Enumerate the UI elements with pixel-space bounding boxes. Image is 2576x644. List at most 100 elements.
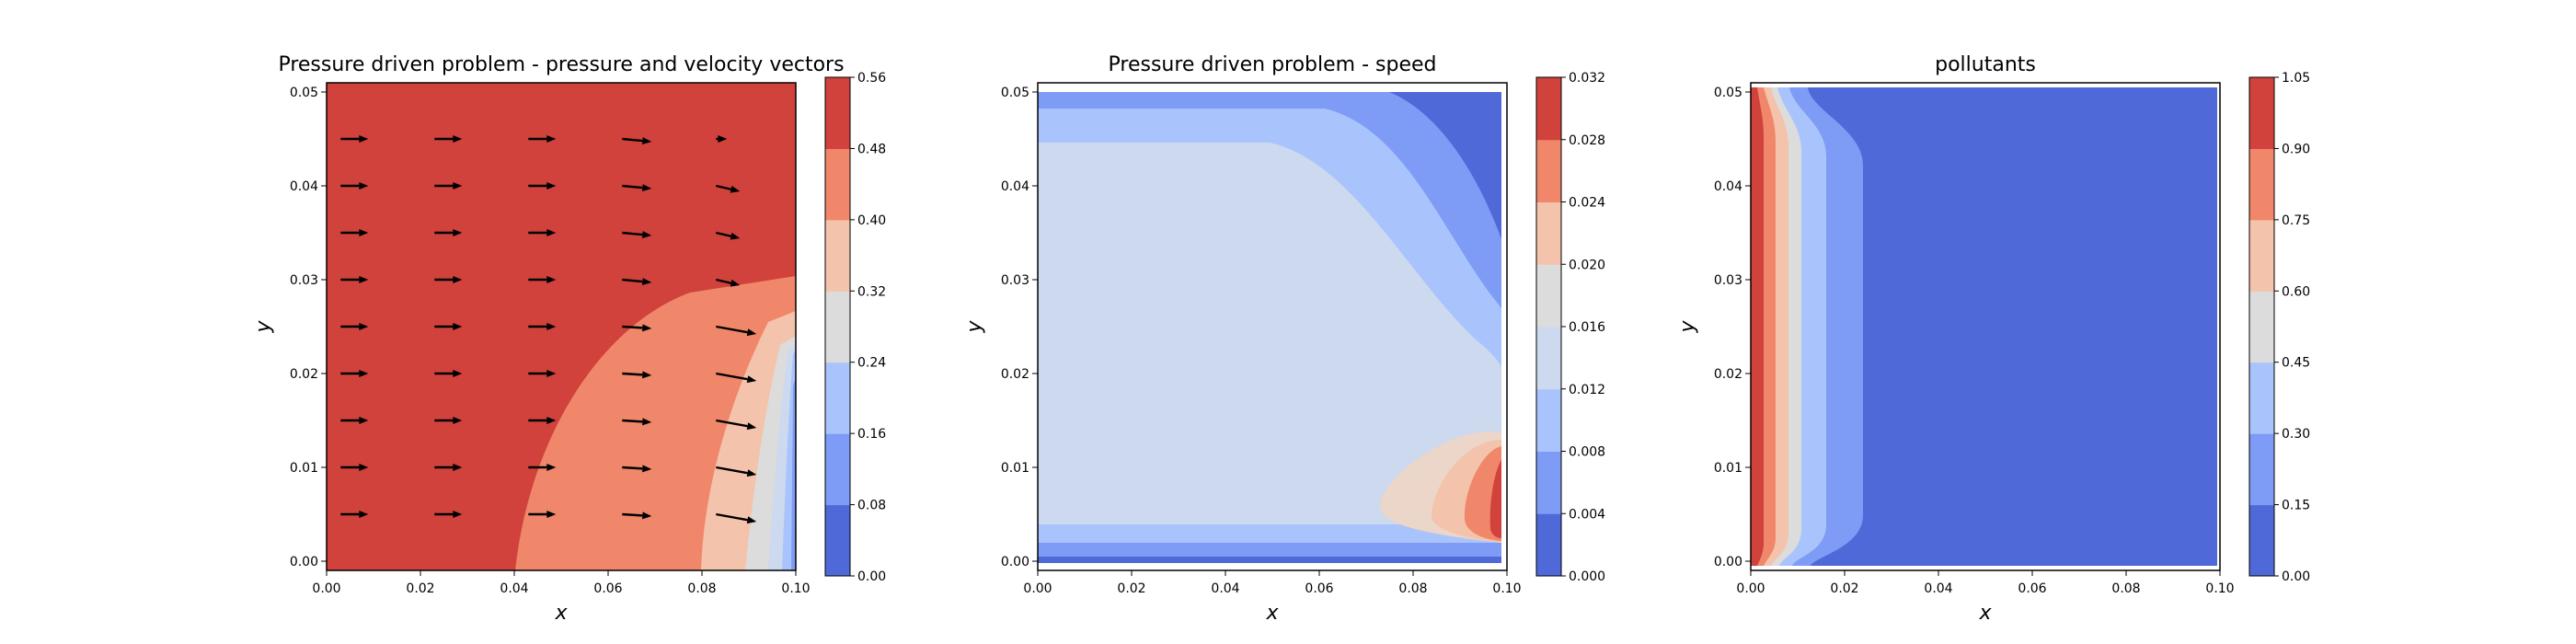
colorbar-tick-label: 0.45 [2282, 356, 2310, 371]
velocity-arrow-head [718, 135, 728, 143]
colorbar-band [2249, 291, 2274, 363]
velocity-arrow-shaft [716, 325, 748, 334]
colorbar-tick-label: 0.016 [1569, 320, 1605, 335]
colorbar-band [1536, 388, 1561, 452]
panel1-title: Pressure driven problem - pressure and v… [278, 53, 844, 76]
velocity-arrow-head [746, 469, 757, 477]
x-tick-label: 0.08 [687, 581, 716, 596]
x-tick-label: 0.02 [406, 581, 434, 596]
velocity-arrow-head [730, 232, 741, 240]
p2-region-b3 [1038, 143, 1501, 524]
panel3-xlabel: x [1978, 602, 1992, 625]
y-tick-label: 0.05 [1001, 86, 1029, 100]
colorbar-tick-label: 0.75 [2282, 213, 2310, 228]
velocity-arrow-head [730, 185, 741, 193]
p2-region-r4 [1489, 460, 1501, 538]
velocity-arrow-shaft [716, 419, 748, 428]
y-tick-label: 0.03 [290, 273, 318, 288]
velocity-arrow-head [359, 135, 369, 143]
colorbar-band [2249, 362, 2274, 434]
velocity-arrow-shaft [622, 512, 643, 517]
velocity-arrow-shaft [716, 372, 748, 381]
velocity-arrow-shaft [716, 231, 731, 237]
velocity-arrow-head [642, 324, 652, 332]
panel-pressure: Pressure driven problem - pressure and v… [252, 53, 886, 625]
velocity-arrow-head [453, 464, 463, 471]
velocity-arrow-head [642, 418, 652, 426]
velocity-arrow-head [746, 422, 757, 431]
colorbar-tick-label: 0.16 [857, 427, 886, 442]
y-tick-label: 0.03 [1714, 273, 1742, 288]
velocity-arrow-head [359, 182, 369, 190]
colorbar-band [1536, 513, 1561, 577]
colorbar-tick-label: 1.05 [2282, 71, 2310, 86]
colorbar-tick-label: 0.60 [2282, 284, 2310, 299]
y-tick-label: 0.00 [290, 555, 318, 569]
x-tick-label: 0.04 [1211, 581, 1239, 596]
y-tick-label: 0.02 [1001, 367, 1029, 382]
panel3-contours [1751, 83, 2220, 570]
velocity-arrow-head [359, 417, 369, 424]
velocity-arrow-head [746, 516, 757, 524]
p3-region-6 [1751, 87, 1764, 566]
colorbar-tick-label: 0.00 [857, 569, 886, 584]
velocity-arrow-head [359, 276, 369, 283]
colorbar-tick-label: 0.004 [1569, 507, 1605, 522]
velocity-arrow-shaft [622, 231, 643, 236]
panel1-colorbar: 0.00 0.08 0.16 0.24 0.32 0.40 0.48 0.56 [824, 71, 886, 584]
y-tick-label: 0.01 [290, 461, 318, 476]
p2-wall-bottom [1038, 563, 1507, 570]
velocity-vectors [340, 135, 757, 524]
colorbar-band [825, 504, 850, 577]
y-tick-label: 0.02 [290, 367, 318, 382]
colorbar-tick-label: 0.00 [2282, 569, 2310, 584]
panel2-title: Pressure driven problem - speed [1109, 53, 1437, 76]
velocity-arrow-head [453, 370, 463, 377]
x-tick-label: 0.08 [2111, 581, 2140, 596]
velocity-arrow-head [642, 465, 652, 473]
velocity-arrow-shaft [622, 184, 643, 190]
colorbar-tick-label: 0.24 [857, 356, 886, 371]
colorbar-tick-label: 0.08 [857, 499, 886, 513]
velocity-arrow-head [359, 370, 369, 377]
velocity-arrow-shaft [622, 466, 643, 470]
colorbar-band [1536, 77, 1561, 141]
panel1-xlabel: x [554, 602, 568, 625]
y-tick-label: 0.02 [1714, 367, 1742, 382]
colorbar-tick-label: 0.028 [1569, 133, 1605, 148]
colorbar-tick-label: 0.32 [857, 284, 886, 299]
panel-speed: Pressure driven problem - speed 0.00 0.02… [963, 53, 1605, 625]
velocity-arrow-head [746, 328, 757, 337]
panel3-frame [1750, 82, 2221, 571]
colorbar-band [2249, 77, 2274, 149]
velocity-arrow-head [641, 137, 652, 145]
p2-wall-right [1501, 83, 1507, 570]
x-tick-label: 0.06 [1305, 581, 1333, 596]
velocity-arrow-head [641, 278, 652, 286]
x-tick-label: 0.08 [1398, 581, 1427, 596]
velocity-arrow-head [546, 417, 557, 424]
y-tick-label: 0.04 [290, 179, 318, 194]
velocity-arrow-head [746, 375, 757, 384]
x-tick-label: 0.06 [2018, 581, 2046, 596]
x-tick-label: 0.06 [593, 581, 622, 596]
x-tick-label: 0.10 [1492, 581, 1521, 596]
y-tick-label: 0.05 [1714, 86, 1742, 100]
x-tick-label: 0.04 [1924, 581, 1952, 596]
velocity-arrow-shaft [716, 512, 748, 522]
colorbar-tick-label: 0.15 [2282, 499, 2310, 513]
colorbar-band [2249, 148, 2274, 221]
colorbar-band [825, 148, 850, 221]
panel3-colorbar: 0.00 0.15 0.30 0.45 0.60 0.75 0.90 1.05 [2248, 71, 2310, 584]
y-tick-label: 0.00 [1714, 555, 1742, 569]
colorbar-band [1536, 139, 1561, 202]
velocity-arrow-head [546, 135, 557, 143]
y-tick-label: 0.03 [1001, 273, 1029, 288]
panel1-ylabel: y [252, 320, 275, 334]
velocity-arrow-shaft [622, 419, 643, 423]
velocity-arrow-head [546, 511, 557, 518]
velocity-arrow-head [453, 323, 463, 330]
colorbar-tick-label: 0.90 [2282, 142, 2310, 156]
colorbar-band [1536, 264, 1561, 328]
velocity-arrow-head [641, 231, 652, 239]
